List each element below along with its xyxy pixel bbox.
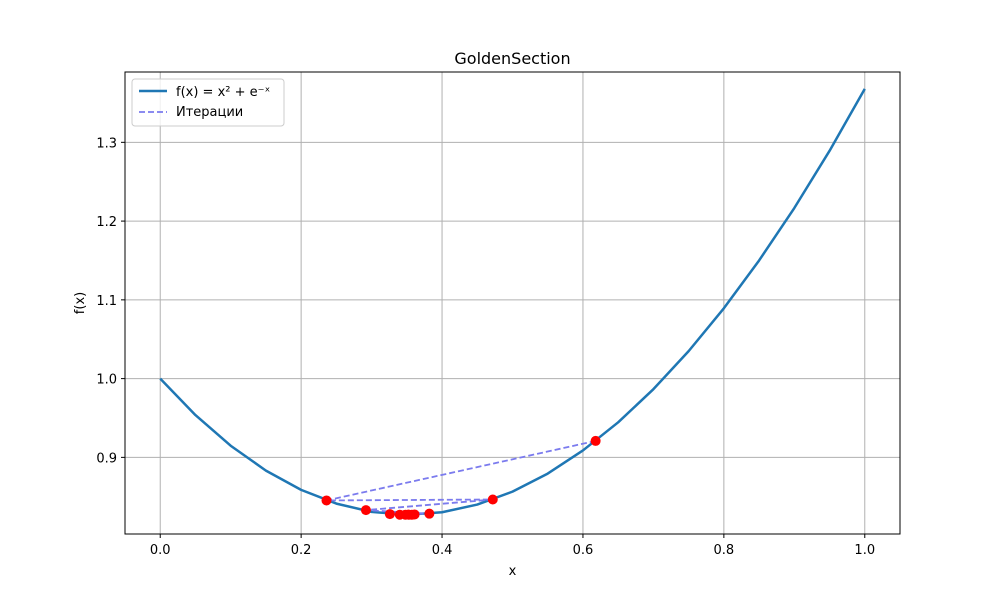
iteration-point [384, 509, 395, 520]
axes-frame [124, 71, 901, 535]
ticks: 0.0 0.2 0.4 0.6 0.8 1.0 0.9 1.0 1.1 1.2 1.3 [96, 136, 875, 558]
iteration-point [394, 509, 405, 520]
y-tick-label: 1.2 [96, 215, 117, 230]
legend: f(x) = x² + e⁻ˣ Итерации [131, 78, 285, 127]
grid [125, 72, 900, 534]
legend-label-iterations: Итерации [176, 105, 243, 120]
plot-area: 0.0 0.2 0.4 0.6 0.8 1.0 0.9 1.0 1.1 1.2 1.3 [96, 71, 901, 558]
y-tick-label: 0.9 [96, 451, 117, 466]
iteration-point [590, 435, 601, 446]
legend-box [131, 78, 285, 127]
y-axis-label: f(x) [73, 292, 88, 314]
y-tick-label: 1.0 [96, 373, 117, 388]
iteration-point [424, 508, 435, 519]
y-tick-label: 1.3 [96, 136, 117, 151]
x-tick-label: 1.0 [854, 543, 875, 558]
x-tick-label: 0.8 [714, 543, 735, 558]
x-tick-label: 0.0 [150, 543, 171, 558]
x-tick-label: 0.2 [291, 543, 312, 558]
x-tick-label: 0.4 [432, 543, 453, 558]
legend-label-curve: f(x) = x² + e⁻ˣ [176, 85, 270, 100]
series-layer [159, 88, 866, 520]
y-tick-label: 1.1 [96, 294, 117, 309]
iteration-point [321, 495, 332, 506]
iteration-point [360, 505, 371, 516]
function-curve [159, 88, 866, 516]
x-axis-label: x [509, 564, 517, 579]
iteration-point [487, 494, 498, 505]
iteration-point [403, 509, 414, 520]
chart-title: GoldenSection [454, 49, 570, 68]
x-tick-label: 0.6 [573, 543, 594, 558]
